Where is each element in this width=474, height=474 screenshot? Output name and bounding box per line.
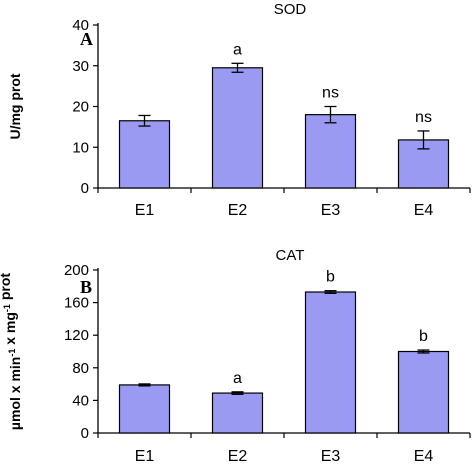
sod-bar-e2 bbox=[211, 67, 264, 189]
sod-y-tick-label: 40 bbox=[72, 17, 89, 34]
cat-category-label: E4 bbox=[414, 448, 434, 465]
sod-significance-label: a bbox=[233, 41, 242, 58]
cat-bar-e2 bbox=[211, 392, 264, 434]
cat-category-label: E2 bbox=[228, 448, 248, 465]
sod-error-bar-e4 bbox=[417, 130, 430, 150]
sod-error-bar-e2 bbox=[231, 62, 244, 73]
cat-chart-title: CAT bbox=[276, 247, 305, 264]
sod-significance-label: ns bbox=[322, 85, 339, 102]
cat-panel-letter: B bbox=[80, 277, 92, 297]
sod-chart-panel: SOD A 0 10 20 30 40 E1 E2 a E3 ns E4 ns U/mg prot bbox=[7, 1, 471, 219]
sod-category-label: E1 bbox=[135, 202, 155, 219]
cat-error-bar-e3 bbox=[324, 290, 337, 294]
cat-significance-label: b bbox=[326, 269, 335, 286]
sod-y-tick-label: 10 bbox=[72, 139, 89, 156]
sod-y-tick-label: 20 bbox=[72, 99, 89, 116]
sod-significance-label: ns bbox=[415, 109, 432, 126]
cat-y-axis-title: µmol x min-1 x mg-1 prot bbox=[0, 273, 23, 430]
sod-category-label: E4 bbox=[414, 202, 434, 219]
sod-error-bar-e3 bbox=[324, 105, 337, 124]
sod-y-axis-title: U/mg prot bbox=[7, 73, 23, 139]
cat-y-tick-label: 40 bbox=[72, 392, 89, 409]
sod-bar-e3 bbox=[304, 114, 357, 189]
cat-error-bar-e4 bbox=[417, 349, 430, 354]
cat-y-tick-label: 160 bbox=[64, 295, 89, 312]
cat-bar-e1 bbox=[118, 384, 171, 434]
sod-category-label: E3 bbox=[321, 202, 341, 219]
cat-y-tick-label: 0 bbox=[81, 425, 89, 442]
sod-bar-e4 bbox=[397, 139, 450, 189]
sod-error-bar-e1 bbox=[138, 114, 151, 127]
sod-bar-e1 bbox=[118, 120, 171, 189]
cat-y-tick-label: 120 bbox=[64, 327, 89, 344]
cat-category-label: E1 bbox=[135, 448, 155, 465]
cat-bar-e3 bbox=[304, 291, 357, 434]
sod-y-tick-label: 0 bbox=[81, 180, 89, 197]
cat-y-tick-label: 80 bbox=[72, 360, 89, 377]
cat-chart-panel: CAT B 0 40 80 120 160 200 E1 E2 a E3 b E4 b µmol x min-… bbox=[0, 247, 471, 465]
sod-chart-title: SOD bbox=[274, 1, 307, 18]
cat-significance-label: a bbox=[233, 370, 242, 387]
cat-bar-e4 bbox=[397, 350, 450, 434]
sod-panel-letter: A bbox=[80, 29, 93, 49]
cat-significance-label: b bbox=[419, 328, 428, 345]
cat-y-tick-label: 200 bbox=[64, 262, 89, 279]
cat-error-bar-e2 bbox=[231, 391, 244, 395]
sod-y-tick-label: 30 bbox=[72, 58, 89, 75]
cat-error-bar-e1 bbox=[138, 383, 151, 387]
sod-category-label: E2 bbox=[228, 202, 248, 219]
cat-category-label: E3 bbox=[321, 448, 341, 465]
